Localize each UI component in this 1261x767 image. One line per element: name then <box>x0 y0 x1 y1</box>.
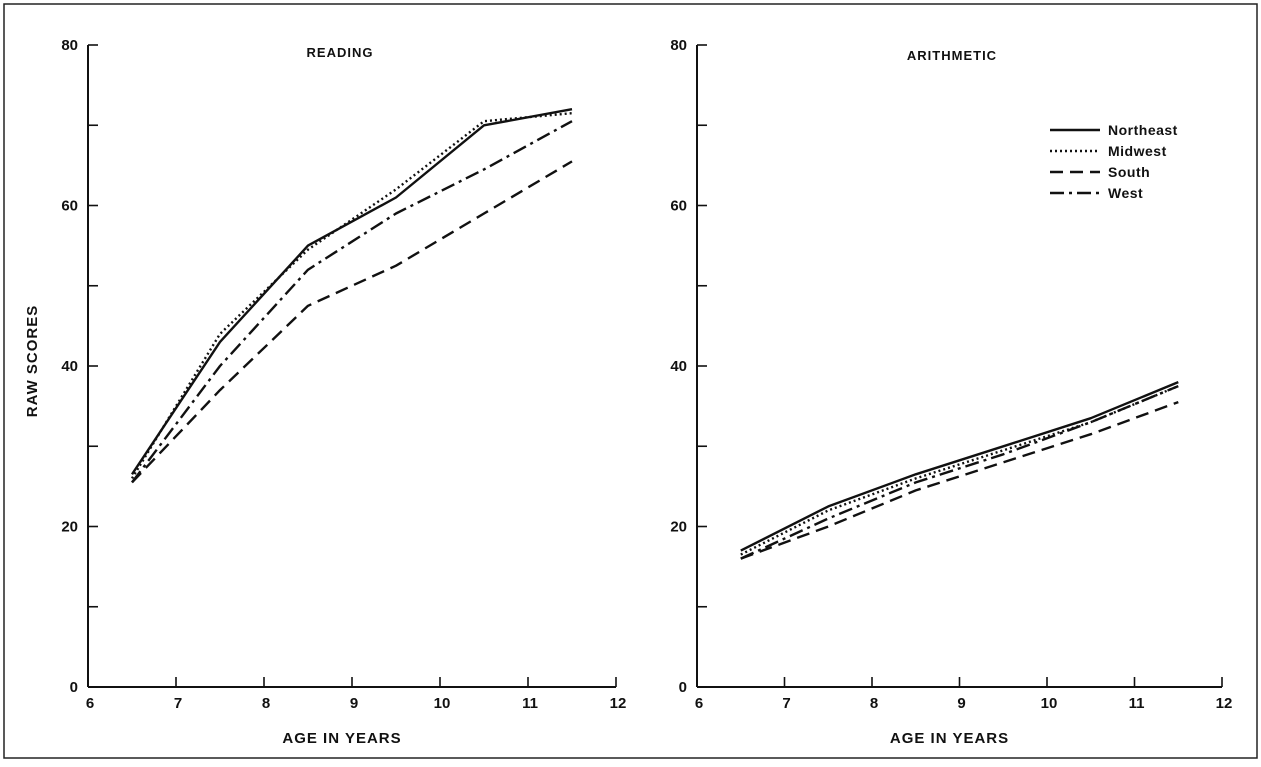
legend-label-midwest: Midwest <box>1108 143 1167 159</box>
chart-panel-1: 0 20 40 60 80 6 7 8 9 10 11 12 READING AGE IN YEARS RA… <box>24 37 626 747</box>
series-line-south <box>131 160 573 484</box>
x-tick-label: 8 <box>262 695 270 712</box>
x-axis-title: AGE IN YEARS <box>282 730 401 747</box>
x-tick-label: 8 <box>870 695 878 712</box>
series-line-south <box>740 400 1179 560</box>
y-tick-label: 20 <box>670 519 687 536</box>
x-tick-label: 10 <box>434 695 451 712</box>
y-tick-label: 80 <box>61 37 78 54</box>
panel-title: READING <box>307 45 374 60</box>
y-tick-label: 40 <box>61 358 78 375</box>
x-tick-label: 12 <box>1216 695 1233 712</box>
y-tick-label: 60 <box>670 198 687 215</box>
x-tick-label: 11 <box>1129 695 1145 712</box>
y-tick-label: 40 <box>670 358 687 375</box>
x-tick-label: 11 <box>522 695 538 712</box>
y-axis-title: RAW SCORES <box>24 305 41 418</box>
x-tick-label: 10 <box>1041 695 1058 712</box>
series-line-midwest <box>740 384 1179 556</box>
y-tick-label: 0 <box>679 679 687 696</box>
x-tick-label: 9 <box>350 695 358 712</box>
series-line-midwest <box>130 112 573 480</box>
panel-title: ARITHMETIC <box>907 48 997 63</box>
y-tick-label: 80 <box>670 37 687 54</box>
series-line-northeast <box>131 108 573 475</box>
series-line-northeast <box>740 380 1179 552</box>
x-axis-title: AGE IN YEARS <box>890 730 1009 747</box>
x-tick-label: 12 <box>610 695 627 712</box>
x-tick-label: 7 <box>174 695 182 712</box>
y-tick-label: 60 <box>61 198 78 215</box>
legend: Northeast Midwest South West <box>1050 122 1178 201</box>
legend-label-west: West <box>1108 185 1143 201</box>
x-tick-label: 6 <box>695 695 703 712</box>
legend-label-south: South <box>1108 164 1150 180</box>
y-tick-label: 20 <box>61 519 78 536</box>
legend-label-northeast: Northeast <box>1108 122 1178 138</box>
figure-border <box>3 3 1258 759</box>
chart-panel-2: 0 20 40 60 80 6 7 8 9 10 11 12 ARITHMETIC AGE IN YEAR… <box>670 37 1232 747</box>
series-line-west <box>740 384 1179 560</box>
y-tick-label: 0 <box>70 679 78 696</box>
x-tick-label: 9 <box>957 695 965 712</box>
x-tick-label: 7 <box>782 695 790 712</box>
series-line-west <box>131 120 573 484</box>
x-tick-label: 6 <box>86 695 94 712</box>
